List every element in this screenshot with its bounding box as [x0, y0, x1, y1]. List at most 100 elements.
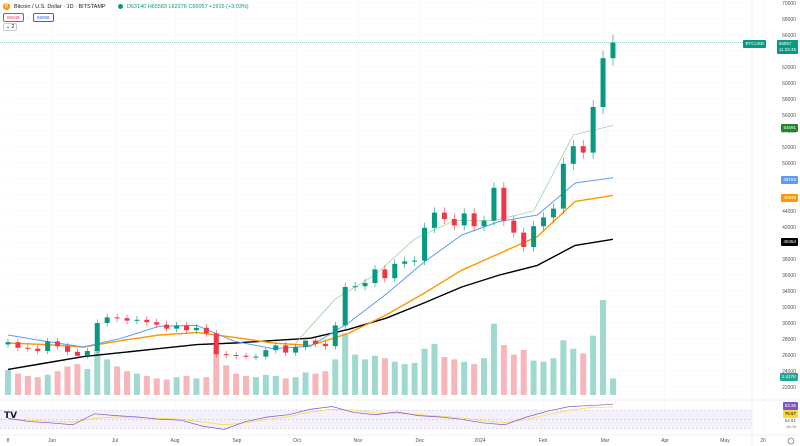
- candle-body: [223, 354, 229, 356]
- volume-bar: [560, 340, 567, 395]
- candle-body: [213, 333, 219, 355]
- candle-body: [412, 260, 418, 262]
- candle-body: [94, 323, 100, 351]
- volume-bar: [213, 345, 220, 395]
- candle-body: [124, 318, 130, 321]
- last-price-tag: 65057 11:33:45: [776, 40, 798, 54]
- candle-body: [233, 355, 239, 356]
- volume-bar: [530, 360, 537, 395]
- volume-bar: [362, 359, 369, 395]
- candle-body: [283, 345, 289, 353]
- y-tick-label: 62000: [782, 65, 796, 71]
- volume-bar: [272, 376, 279, 395]
- y-tick-label: 60000: [782, 81, 796, 87]
- candle-body: [362, 283, 368, 287]
- sell-button[interactable]: 65049: [3, 13, 24, 22]
- y-tick-label: 44000: [782, 209, 796, 215]
- volume-bar: [183, 376, 190, 395]
- volume-bar: [401, 364, 408, 395]
- candle-body: [273, 345, 279, 351]
- volume-bar: [431, 343, 438, 395]
- ma200-line: [7, 238, 614, 371]
- x-tick-label: 8: [7, 438, 10, 444]
- y-tick-label: 30000: [782, 321, 796, 327]
- volume-bar: [143, 376, 150, 395]
- volume-bar: [371, 355, 378, 395]
- candle-body: [422, 227, 428, 261]
- x-tick-label: Jun: [48, 438, 56, 444]
- candle-body: [312, 340, 318, 344]
- symbol-title[interactable]: Bitcoin / U.S. Dollar · 1D · BITSTAMP: [14, 3, 106, 10]
- volume-bar: [302, 372, 309, 395]
- volume-bar: [421, 348, 428, 395]
- rsi-ma-line: [7, 406, 613, 426]
- volume-bar: [520, 349, 527, 395]
- volume-bar: [74, 364, 81, 395]
- volume-bar: [609, 378, 616, 395]
- volume-bar: [292, 377, 299, 395]
- volume-bar: [124, 371, 131, 395]
- ohlc-values: O63140 H65583 L62376 C65057 +1915 (+3.03…: [126, 3, 249, 10]
- x-tick-label: Apr: [661, 438, 669, 444]
- volume-bar: [322, 371, 329, 395]
- y-tick-label: 22000: [782, 385, 796, 391]
- candle-body: [590, 107, 596, 153]
- candle-body: [322, 343, 328, 347]
- volume-bar: [153, 378, 160, 395]
- x-tick-label: Dec: [416, 438, 425, 444]
- candle-body: [461, 213, 467, 226]
- y-tick-label: 54000: [782, 129, 796, 135]
- ticker-tag: BTCUSD: [743, 40, 766, 48]
- candle-body: [382, 269, 388, 279]
- y-tick-label: 42000: [782, 225, 796, 231]
- candle-body: [511, 220, 517, 233]
- volume-bar: [461, 361, 468, 395]
- volume-bar: [133, 373, 140, 395]
- x-tick-label: Feb: [539, 438, 548, 444]
- y-tick-label: 66000: [782, 33, 796, 39]
- volume-bar: [203, 377, 210, 395]
- y-tick-label: 24000: [782, 369, 796, 375]
- volume-bar: [54, 371, 61, 395]
- volume-bar: [580, 353, 587, 395]
- volume-bar: [223, 365, 230, 395]
- candle-body: [570, 146, 576, 164]
- ma50-tag: 48153: [781, 176, 798, 184]
- volume-bar: [193, 378, 200, 395]
- volume-bar: [64, 366, 71, 395]
- settings-icon[interactable]: [787, 437, 795, 445]
- volume-bar: [490, 323, 497, 395]
- candle-body: [35, 348, 41, 351]
- volume-tag: 1.417K: [779, 373, 798, 381]
- volume-bar: [84, 368, 91, 395]
- candle-body: [74, 351, 80, 356]
- candle-body: [600, 58, 606, 107]
- y-tick-label: 50000: [782, 161, 796, 167]
- symbol-header: ₿ Bitcoin / U.S. Dollar · 1D · BITSTAMP …: [3, 3, 249, 10]
- chevron-down-icon: ⌄: [6, 24, 11, 30]
- candle-body: [65, 346, 71, 352]
- y-tick-label: 56000: [782, 113, 796, 119]
- candle-body: [550, 208, 556, 218]
- candle-body: [471, 213, 477, 227]
- volume-bar: [481, 358, 488, 395]
- buy-button[interactable]: 65058: [33, 13, 54, 22]
- y-tick-label: 52000: [782, 145, 796, 151]
- candle-body: [342, 287, 348, 326]
- candle-body: [134, 319, 140, 321]
- volume-bar: [471, 364, 478, 395]
- x-tick-label: May: [720, 438, 730, 444]
- volume-bar: [500, 345, 507, 395]
- volume-bar: [104, 359, 111, 395]
- bitcoin-logo-icon: ₿: [3, 3, 10, 10]
- volume-bar: [243, 376, 250, 395]
- candle-body: [184, 325, 190, 331]
- y-tick-label: 36000: [782, 273, 796, 279]
- candle-body: [144, 319, 150, 323]
- y-tick-label: 32000: [782, 305, 796, 311]
- volume-bar: [252, 377, 259, 395]
- indicators-toggle[interactable]: ⌄ 2: [3, 23, 18, 31]
- candle-body: [154, 322, 160, 325]
- y-tick-label: 28000: [782, 337, 796, 343]
